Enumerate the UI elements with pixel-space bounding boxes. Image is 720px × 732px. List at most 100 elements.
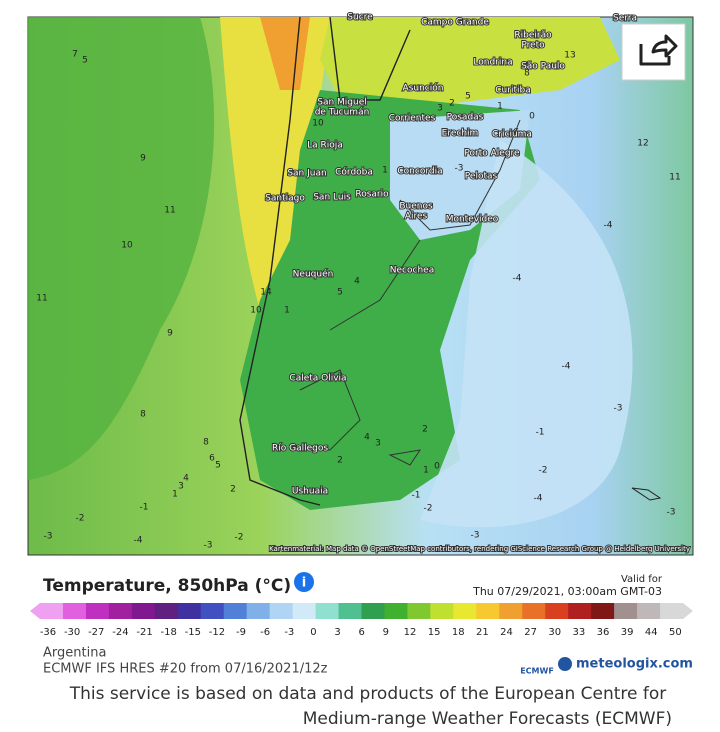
city-label: Montevideo bbox=[446, 215, 499, 225]
colorbar-swatch bbox=[154, 603, 179, 619]
colorbar-tick-label: 36 bbox=[597, 627, 610, 638]
contour-label: 5 bbox=[215, 461, 221, 471]
colorbar-swatch bbox=[660, 603, 684, 619]
city-label: de Tucumán bbox=[315, 108, 370, 118]
contour-label: 8 bbox=[140, 410, 146, 420]
colorbar-tick-label: -3 bbox=[284, 627, 294, 638]
contour-label: -3 bbox=[455, 164, 464, 174]
colorbar-tick-label: -27 bbox=[88, 627, 104, 638]
colorbar-swatch bbox=[246, 603, 271, 619]
contour-label: 3 bbox=[375, 439, 381, 449]
city-label: Concordia bbox=[397, 167, 442, 177]
city-label: Santiago bbox=[265, 194, 305, 204]
city-label: Campo Grande bbox=[421, 18, 489, 28]
footer-line: Medium-range Weather Forecasts (ECMWF) bbox=[303, 709, 672, 728]
city-label: Córdoba bbox=[335, 167, 373, 178]
colorbar-swatch bbox=[384, 603, 408, 619]
colorbar-tick-label: 3 bbox=[334, 627, 340, 638]
contour-label: 9 bbox=[167, 329, 173, 339]
contour-label: 1 bbox=[423, 466, 429, 476]
contour-label: 2 bbox=[230, 485, 236, 495]
contour-label: -3 bbox=[204, 541, 213, 551]
colorbar-swatch bbox=[591, 603, 615, 619]
region: Argentina bbox=[43, 646, 106, 661]
contour-label: 10 bbox=[121, 241, 133, 251]
colorbar-swatch bbox=[568, 603, 592, 619]
city-label: Asunción bbox=[403, 83, 444, 94]
colorbar-swatch bbox=[338, 603, 362, 619]
city-label: Ushuaia bbox=[292, 487, 328, 497]
city-label: Criciúma bbox=[492, 130, 532, 140]
contour-label: -1 bbox=[140, 503, 149, 513]
sea-temp-west bbox=[28, 17, 215, 480]
contour-label: -1 bbox=[536, 428, 545, 438]
contour-label: 8 bbox=[524, 69, 530, 79]
contour-label: 5 bbox=[82, 56, 88, 66]
model-run: ECMWF IFS HRES #20 from 07/16/2021/12z bbox=[43, 662, 328, 677]
contour-label: -3 bbox=[667, 508, 676, 518]
borders bbox=[239, 16, 411, 506]
colorbar-tick-label: 21 bbox=[476, 627, 489, 638]
colorbar-swatch bbox=[453, 603, 477, 619]
contour-label: 14 bbox=[260, 288, 272, 298]
contour-label: 0 bbox=[529, 112, 535, 122]
colorbar-tick-label: -36 bbox=[40, 627, 56, 638]
colorbar-swatch bbox=[108, 603, 133, 619]
warm-zone bbox=[220, 17, 330, 310]
contour-label: 1 bbox=[382, 166, 388, 176]
contour-label: -3 bbox=[44, 532, 53, 542]
colorbar-swatch bbox=[522, 603, 546, 619]
contour-label: 13 bbox=[564, 51, 575, 61]
colorbar-tick-label: -12 bbox=[209, 627, 225, 638]
contour-label: -3 bbox=[614, 404, 623, 414]
city-label: San Luis bbox=[313, 193, 351, 203]
city-label: Neuquén bbox=[293, 269, 334, 280]
city-label: La Rioja bbox=[307, 141, 343, 151]
contour-label: 12 bbox=[637, 139, 648, 149]
contour-label: 5 bbox=[337, 288, 343, 298]
footer-line: This service is based on data and produc… bbox=[69, 684, 667, 704]
colorbar-swatch bbox=[407, 603, 431, 619]
contour-label: 5 bbox=[465, 92, 471, 102]
city-label: Porto Alegre bbox=[464, 149, 520, 159]
attribution: Kartenmaterial: Map data © OpenStreetMap… bbox=[269, 545, 690, 553]
colorbar-tick-label: -6 bbox=[260, 627, 270, 638]
contour-label: 0 bbox=[434, 462, 440, 472]
city-label: Serra bbox=[613, 14, 637, 24]
contour-label: 3 bbox=[178, 482, 184, 492]
colorbar-tick-label: 12 bbox=[404, 627, 417, 638]
contour-label: 8 bbox=[203, 438, 209, 448]
city-label: Erechim bbox=[442, 129, 479, 139]
city-label: Necochea bbox=[390, 266, 434, 276]
colorbar-swatch bbox=[499, 603, 523, 619]
colorbar-tick-label: -15 bbox=[185, 627, 201, 638]
map: Kartenmaterial: Map data © OpenStreetMap… bbox=[27, 12, 694, 556]
colorbar-swatch bbox=[200, 603, 225, 619]
city-label: San Juan bbox=[287, 169, 326, 179]
colorbar-tick-label: 18 bbox=[452, 627, 465, 638]
colorbar-end bbox=[683, 603, 693, 619]
colorbar-tick-label: -21 bbox=[136, 627, 152, 638]
city-label: San Miguel bbox=[317, 98, 367, 108]
share-button[interactable] bbox=[621, 23, 686, 81]
colorbar-swatch bbox=[361, 603, 385, 619]
city-label: Caleta Olivia bbox=[289, 374, 346, 384]
coastline bbox=[299, 119, 521, 466]
colorbar-swatch bbox=[637, 603, 661, 619]
colorbar-swatch bbox=[85, 603, 110, 619]
brand: meteologix.com bbox=[576, 657, 693, 672]
contour-label: 3 bbox=[437, 104, 443, 114]
colorbar-tick-label: 9 bbox=[383, 627, 389, 638]
city-label: Río Gallegos bbox=[272, 444, 328, 454]
contour-label: -2 bbox=[539, 466, 548, 476]
valid-time: Thu 07/29/2021, 03:00am GMT-03 bbox=[472, 585, 662, 598]
colorbar-swatch bbox=[269, 603, 294, 619]
contour-label: 1 bbox=[172, 490, 178, 500]
city-label: Curitiba bbox=[495, 86, 530, 96]
info-icon[interactable]: i bbox=[294, 572, 314, 592]
city-label: Pelotas bbox=[465, 172, 498, 182]
north-warm bbox=[320, 17, 620, 120]
contour-label: -2 bbox=[424, 504, 433, 514]
colorbar-tick-label: 6 bbox=[359, 627, 365, 638]
